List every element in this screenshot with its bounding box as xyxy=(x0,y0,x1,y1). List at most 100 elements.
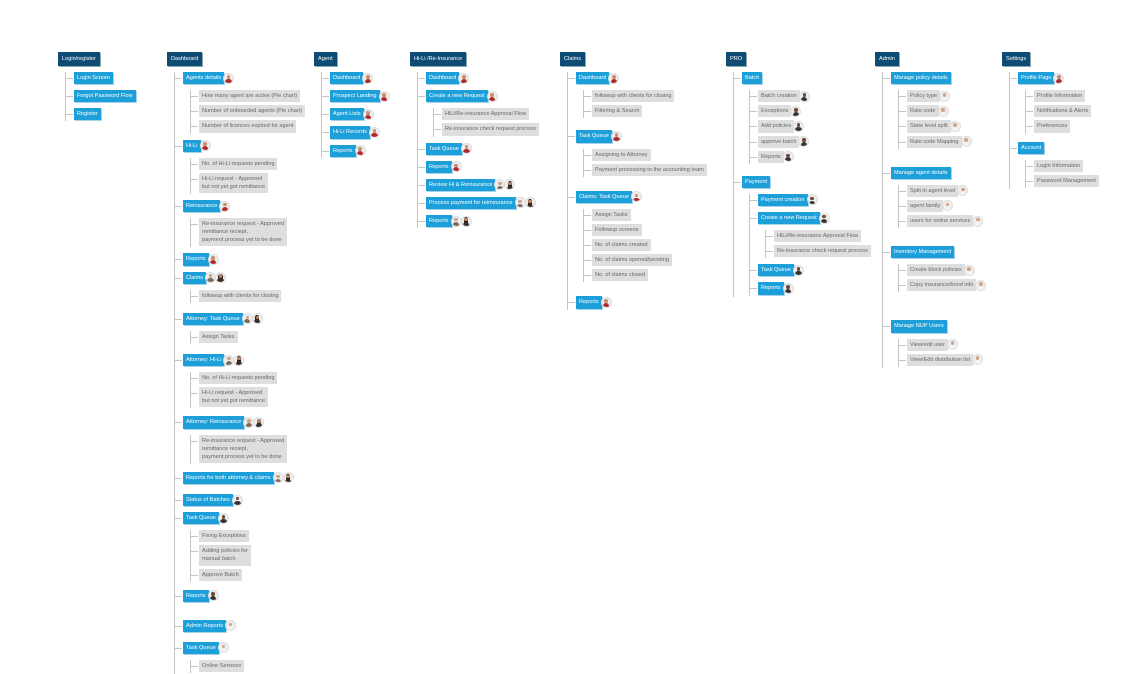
node-label[interactable]: Hi-Li xyxy=(183,139,201,152)
section-manage-agent-details[interactable]: Manage agent details Split in agent level… xyxy=(882,166,986,229)
section-account[interactable]: Account Login Information Password Managem… xyxy=(1010,141,1099,188)
root-agent[interactable]: Agent xyxy=(314,52,337,67)
node-label[interactable]: Claims: Task Queue xyxy=(576,190,632,203)
node-label[interactable]: Inventory Management xyxy=(891,246,955,259)
node-label[interactable]: Admin Reports xyxy=(183,619,226,632)
section-reports[interactable]: Reports xyxy=(174,253,305,266)
node-label[interactable]: Task Queue xyxy=(758,264,794,277)
node-label[interactable]: Reports xyxy=(426,160,452,173)
node-label[interactable]: Register xyxy=(74,108,101,121)
section-reports[interactable]: Reports xyxy=(750,282,871,295)
node-label[interactable]: Profile Page xyxy=(1018,72,1055,85)
section-admin-reports[interactable]: Admin Reports xyxy=(174,619,305,632)
root-pro[interactable]: PRO xyxy=(726,52,747,67)
node-label[interactable]: Attorney: Hi-Li xyxy=(183,353,225,367)
section-dashboard[interactable]: Dashboard followup with clients for closi… xyxy=(568,72,707,119)
section-create-a-new-request[interactable]: Create a new Request HiLi/Re-insurance Ap… xyxy=(750,211,871,259)
section-process-payment-for-reimsurance[interactable]: Process payment for reimsurance xyxy=(418,196,539,209)
node-label[interactable]: Reports xyxy=(758,282,784,295)
root-settings[interactable]: Settings xyxy=(1002,52,1031,67)
section-manage-policy-details[interactable]: Manage policy details Policy type Rate cod… xyxy=(882,72,986,149)
root-claims[interactable]: Claims xyxy=(560,52,586,67)
section-task-queue[interactable]: Task Queue Fixing Exceptions Adding polici… xyxy=(174,512,305,582)
section-payment[interactable]: Payment Payment creation Create a new Requ… xyxy=(734,175,871,296)
section-agent-lists[interactable]: Agent Lists xyxy=(322,108,390,121)
section-manage-nup-users[interactable]: Manage NUP Users View/edit user View/Edit … xyxy=(882,320,986,367)
section-forgot-password-flow[interactable]: Forgot Password Flow xyxy=(66,90,136,103)
section-task-queue[interactable]: Task Queue Assigning to Attorney Payment p… xyxy=(568,130,707,177)
section-register[interactable]: Register xyxy=(66,108,136,121)
section-reports[interactable]: Reports xyxy=(322,144,390,157)
section-hi-li[interactable]: Hi-Li No. of Hi-Li requests pending Hi-Li … xyxy=(174,139,305,194)
root-login-register[interactable]: Login/register xyxy=(58,52,100,67)
section-task-queue[interactable]: Task Queue Online Services xyxy=(174,641,305,674)
section-batch[interactable]: Batch Batch creation Exceptions Add policie… xyxy=(734,72,871,164)
body xyxy=(974,221,982,226)
avatar-admin-icon xyxy=(972,354,984,366)
node-label[interactable]: Reports xyxy=(330,144,356,157)
node-label[interactable]: Task Queue xyxy=(576,130,612,143)
node-label[interactable]: Process payment for reimsurance xyxy=(426,196,516,209)
node-label[interactable]: Dashboard xyxy=(576,72,610,85)
section-prospect-landing[interactable]: Prospect Landing xyxy=(322,90,390,103)
section-reports[interactable]: Reports xyxy=(418,160,539,173)
node-label[interactable]: Agents details xyxy=(183,72,225,85)
node-label[interactable]: Agent Lists xyxy=(330,108,364,121)
node-label[interactable]: Reports xyxy=(183,589,209,602)
root-hi-li-re-insurance[interactable]: Hi-Li /Re-Insurance xyxy=(410,52,467,67)
section-attorney-reinsurance[interactable]: Attorney: Reinsurance Re-insurance reques… xyxy=(174,416,305,464)
section-claims[interactable]: Claims followup with clients for closing xyxy=(174,271,305,303)
section-dashboard[interactable]: Dashboard xyxy=(418,72,539,85)
section-task-queue[interactable]: Task Queue xyxy=(418,142,539,155)
node-label[interactable]: Claims xyxy=(183,271,207,284)
node-label[interactable]: Dashboard xyxy=(330,72,364,85)
node-label[interactable]: Prospect Landing xyxy=(330,90,380,103)
node-label: No. of claims opened/pending xyxy=(592,254,673,267)
node-label[interactable]: Task Queue xyxy=(183,512,219,525)
root-dashboard[interactable]: Dashboard xyxy=(167,52,203,67)
section-review-hi-reinsurance[interactable]: Review Hi & Reinsurance xyxy=(418,178,539,191)
node-label[interactable]: Reports xyxy=(576,296,602,309)
node-label[interactable]: Account xyxy=(1018,141,1045,154)
section-reports[interactable]: Reports xyxy=(174,589,305,602)
node-label[interactable]: Login Screen xyxy=(74,72,113,85)
node-label[interactable]: Reports xyxy=(426,214,452,228)
section-reports[interactable]: Reports xyxy=(568,296,707,309)
section-claims-task-queue[interactable]: Claims: Task Queue Assign Tasks Followup s… xyxy=(568,190,707,283)
node-label[interactable]: Batch xyxy=(742,72,763,85)
section-task-queue[interactable]: Task Queue xyxy=(750,264,871,277)
node-label[interactable]: Reports for both attorney & claims xyxy=(183,471,274,484)
root-admin[interactable]: Admin xyxy=(875,52,899,67)
node-label[interactable]: Create a new Request xyxy=(426,90,488,103)
node-label[interactable]: Task Queue xyxy=(426,142,462,155)
node-label[interactable]: Manage policy details xyxy=(891,72,951,85)
node-label[interactable]: Manage agent details xyxy=(891,166,951,179)
section-payment-creation[interactable]: Payment creation xyxy=(750,193,871,206)
node-label[interactable]: Dashboard xyxy=(426,72,460,85)
section-status-of-batches[interactable]: Status of Batches xyxy=(174,493,305,507)
node-label[interactable]: Review Hi & Reinsurance xyxy=(426,178,496,191)
node-label[interactable]: Create a new Request xyxy=(758,211,820,225)
section-agents-details[interactable]: Agents details How many agent are active … xyxy=(174,72,306,134)
node-label[interactable]: Reinsurance xyxy=(183,199,221,213)
node-label[interactable]: Status of Batches xyxy=(183,493,233,507)
section-inventory-management[interactable]: Inventory Management Create block policie… xyxy=(882,246,987,293)
node-label[interactable]: Manage NUP Users xyxy=(891,320,947,333)
node-label[interactable]: Hi-Li Records xyxy=(330,126,370,139)
section-reinsurance[interactable]: Reinsurance Re-insurance request - Approv… xyxy=(174,199,305,248)
node-label[interactable]: Payment xyxy=(742,175,771,188)
node-label[interactable]: Reports xyxy=(183,253,209,266)
node-label[interactable]: Payment creation xyxy=(758,193,808,206)
section-reports-for-both-attorney-claims[interactable]: Reports for both attorney & claims xyxy=(174,471,305,484)
section-login-screen[interactable]: Login Screen xyxy=(66,72,136,85)
section-profile-page[interactable]: Profile Page Profile Information Notificat… xyxy=(1010,72,1099,134)
node-label[interactable]: Attorney: Reinsurance xyxy=(183,416,245,429)
section-attorney-hi-li[interactable]: Attorney: Hi-Li No. of Hi-Li requests pen… xyxy=(174,353,305,409)
section-attorney-task-queue[interactable]: Attorney: Task Queue Assign Tasks xyxy=(174,312,305,344)
section-reports[interactable]: Reports xyxy=(418,214,539,228)
section-dashboard[interactable]: Dashboard xyxy=(322,72,390,85)
section-hi-li-records[interactable]: Hi-Li Records xyxy=(322,126,390,139)
node-label[interactable]: Forgot Password Flow xyxy=(74,90,136,103)
node-label[interactable]: Attorney: Task Queue xyxy=(183,312,243,325)
section-create-a-new-request[interactable]: Create a new Request HiLi/Re-insurance Ap… xyxy=(418,90,539,137)
